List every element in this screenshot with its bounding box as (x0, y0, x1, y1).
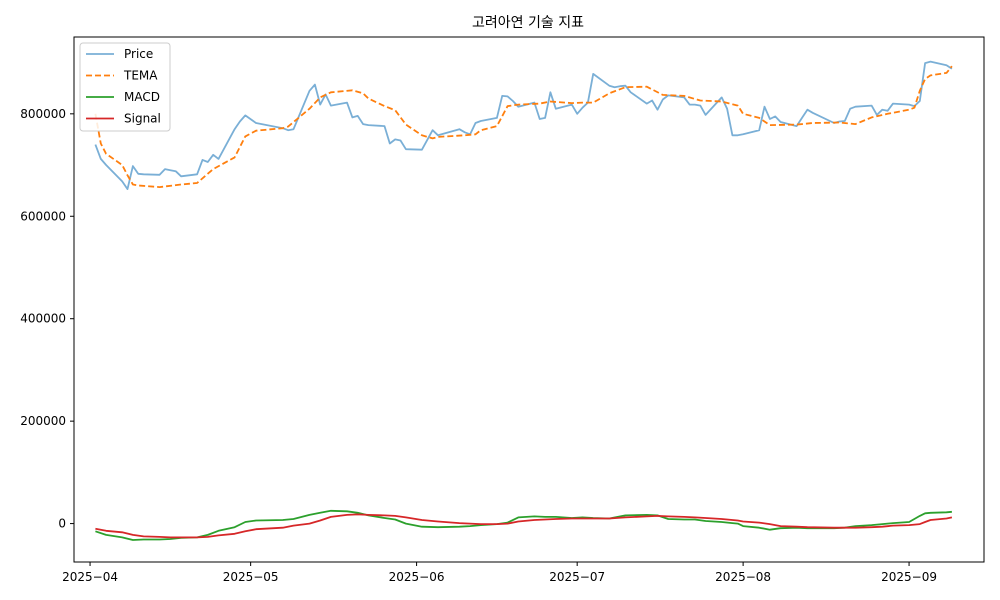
y-tick-label: 800000 (20, 107, 66, 121)
y-tick-label: 600000 (20, 209, 66, 223)
legend-label-macd: MACD (124, 90, 160, 104)
x-axis: 2025−04 2025−05 2025−06 2025−07 2025−08 2025−… (62, 562, 937, 584)
series-line-price (94, 60, 953, 191)
series-line-tema (94, 65, 953, 189)
chart-title: 고려아연 기술 지표 (472, 15, 584, 31)
x-tick-label: 2025−07 (549, 570, 605, 584)
x-tick-label: 2025−04 (62, 570, 118, 584)
plot-frame (73, 36, 985, 563)
x-tick-label: 2025−08 (715, 570, 771, 584)
y-axis: 0 200000 400000 600000 800000 (20, 107, 74, 531)
x-tick-label: 2025−06 (389, 570, 445, 584)
y-tick-label: 400000 (20, 312, 66, 326)
plot-area (94, 60, 953, 541)
series-line-signal (95, 513, 953, 539)
legend-box (79, 42, 171, 132)
y-tick-label: 0 (58, 517, 66, 531)
x-tick-label: 2025−05 (223, 570, 279, 584)
y-tick-label: 200000 (20, 414, 66, 428)
legend-label-price: Price (124, 47, 153, 61)
legend-label-tema: TEMA (123, 69, 158, 83)
legend-label-signal: Signal (124, 112, 161, 126)
x-tick-label: 2025−09 (881, 570, 937, 584)
legend: Price TEMA MACD Signal (79, 42, 171, 132)
